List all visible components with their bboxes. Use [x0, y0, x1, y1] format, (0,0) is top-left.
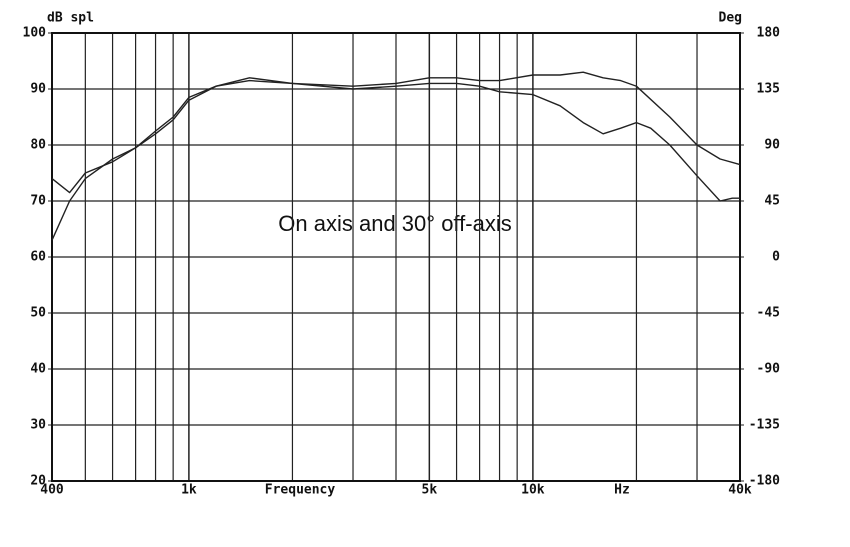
y2-tick-label: -135 [749, 418, 780, 433]
y2-tick-label: 135 [757, 82, 780, 97]
y-tick-label: 40 [30, 362, 46, 377]
y-tick-label: 60 [30, 250, 46, 265]
x-tick-label: 400 [40, 483, 64, 498]
y2-tick-label: -180 [749, 474, 780, 489]
x-tick-label: 40k [728, 483, 752, 498]
x-axis-label: Frequency [265, 483, 336, 498]
x-tick-label: 5k [422, 483, 438, 498]
annotation: On axis and 30° off-axis [278, 211, 511, 236]
y2-tick-label: 180 [757, 26, 781, 41]
x-unit-label: Hz [614, 483, 630, 498]
y-tick-label: 100 [23, 26, 47, 41]
y2-tick-label: -90 [757, 362, 781, 377]
y-tick-label: 20 [30, 474, 46, 489]
x-tick-label: 10k [521, 483, 545, 498]
x-tick-label: 1k [181, 483, 197, 498]
y-tick-label: 70 [30, 194, 46, 209]
y-tick-label: 30 [30, 418, 46, 433]
series-line [51, 71, 741, 194]
y2-tick-label: -45 [757, 306, 780, 321]
y-axis-label: dB spl [47, 11, 94, 26]
series-line [51, 77, 740, 241]
plot-frame [51, 32, 741, 482]
y-tick-label: 80 [30, 138, 46, 153]
y2-tick-label: 0 [772, 250, 780, 265]
y-tick-label: 90 [30, 82, 46, 97]
y-tick-label: 50 [30, 306, 46, 321]
y2-tick-label: 90 [764, 138, 780, 153]
y2-axis-label: Deg [719, 11, 742, 26]
y2-tick-label: 45 [764, 194, 780, 209]
